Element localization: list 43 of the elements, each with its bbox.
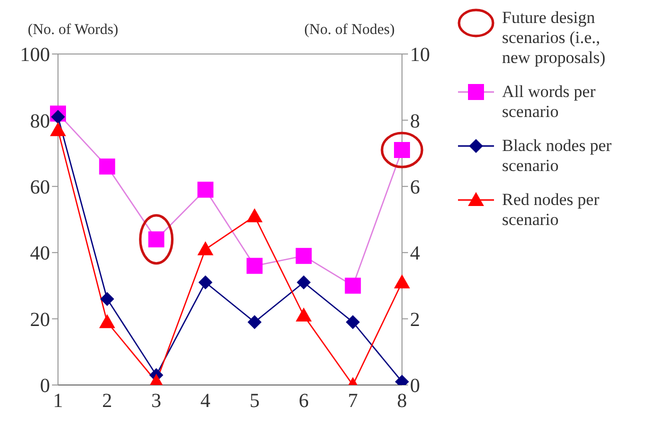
y-tick-label: 20 (30, 308, 50, 331)
y-tick-label: 60 (30, 176, 50, 198)
point (296, 275, 311, 290)
x-tick-label: 7 (348, 390, 358, 412)
point (246, 258, 263, 274)
x-tick-label: 1 (53, 390, 63, 412)
point (197, 241, 214, 256)
x-tick-label: 8 (397, 390, 407, 412)
y-tick-label: 80 (30, 110, 50, 132)
y2-tick-label: 0 (410, 375, 420, 398)
legend-label: All words per scenario (502, 82, 596, 122)
x-tick-label: 3 (151, 390, 162, 412)
y2-tick-label: 2 (410, 308, 420, 331)
point (197, 182, 214, 198)
x-tick-label: 6 (298, 390, 309, 412)
y2-tick-label: 6 (410, 176, 420, 198)
point (99, 314, 116, 328)
x-tick-label: 4 (200, 390, 210, 412)
legend-label: Black nodes per scenario (502, 136, 613, 176)
point (394, 274, 410, 288)
legend-label: Red nodes per scenario (502, 190, 600, 230)
x-tick-label: 5 (250, 390, 260, 412)
point (99, 158, 116, 175)
y-tick-label: 100 (20, 44, 50, 66)
point (100, 292, 114, 306)
point (51, 110, 65, 124)
point (198, 275, 212, 290)
y2-axis-title: (No. of Nodes) (304, 22, 395, 38)
y-tick-label: 40 (30, 242, 50, 265)
point (344, 278, 361, 294)
y-tick-label: 0 (40, 375, 50, 398)
point (246, 208, 263, 222)
y2-tick-label: 8 (410, 110, 420, 132)
point (346, 315, 360, 330)
y2-tick-label: 4 (410, 242, 420, 265)
point (248, 315, 262, 330)
x-tick-label: 2 (102, 390, 112, 412)
y-axis-title: (No. of Words) (28, 22, 118, 38)
point (296, 248, 312, 264)
point (50, 122, 66, 136)
y2-tick-label: 10 (410, 44, 430, 66)
text: Future design scenarios (i.e., new proposals) (502, 8, 606, 68)
point (296, 307, 312, 322)
